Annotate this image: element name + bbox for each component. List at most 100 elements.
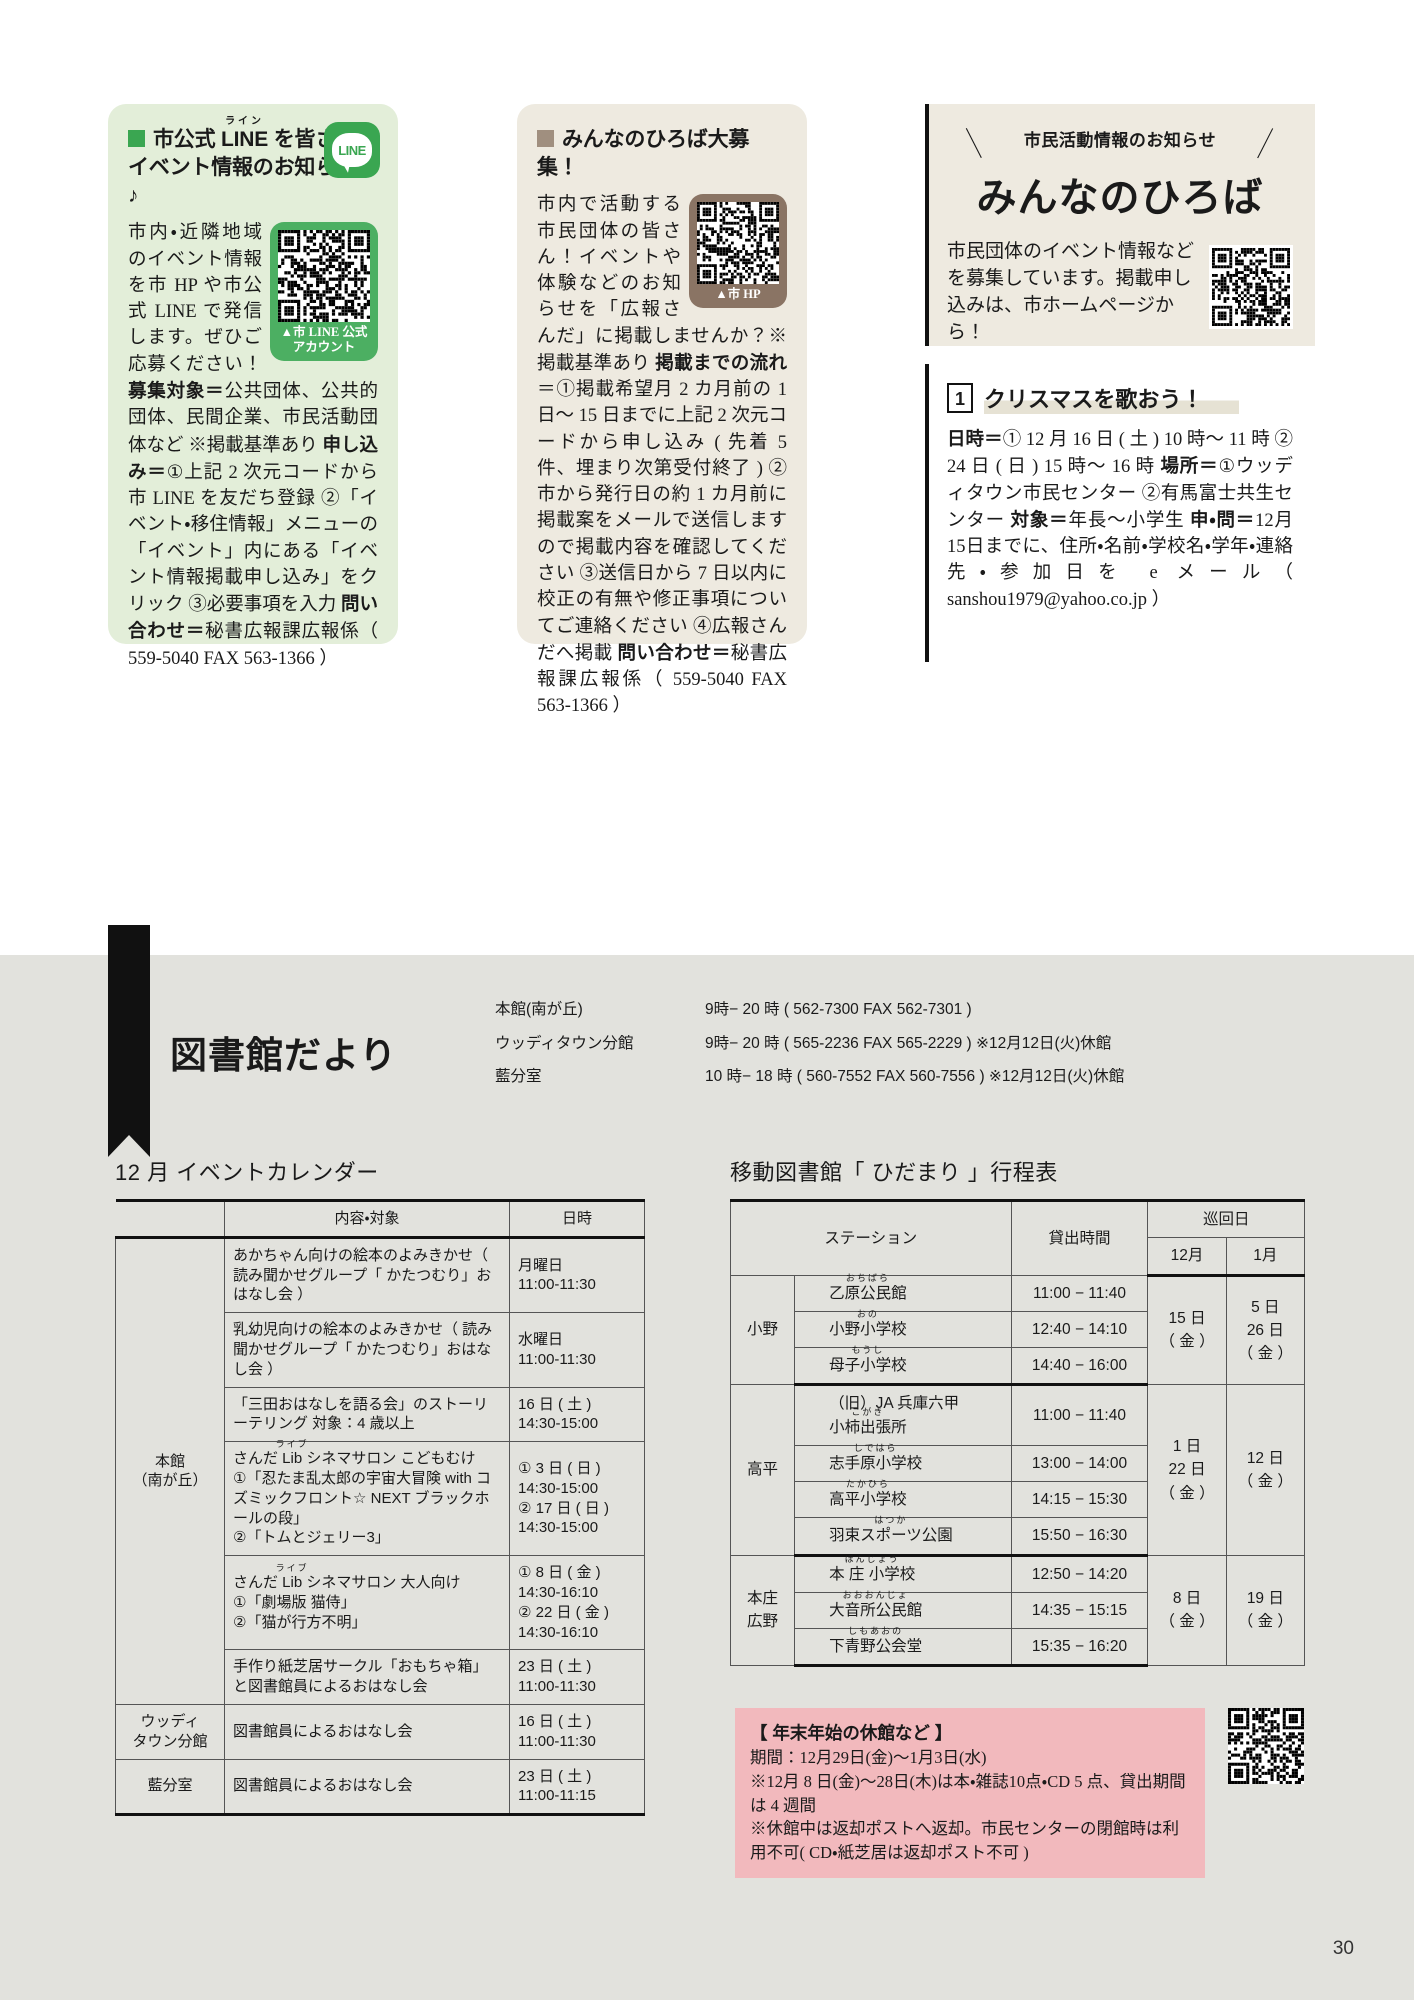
mobile-time-cell: 12:40 − 14:10 <box>1010 1310 1149 1349</box>
table-row: さんだ ライブ Lib シネマサロン こどもむけ ①「忍たま乱太郎の宇宙大冒険 wi… <box>116 1439 645 1557</box>
table-row: 小野 おちばら 乙原公民館 11:00 − 11:40 15 日（ 金 ） 5 日 26 日… <box>729 1273 1306 1386</box>
library-qr-code-icon[interactable] <box>1228 1708 1304 1784</box>
table-row: しもあおの 下青野公会堂 15:35 − 16:20 <box>731 1626 1305 1668</box>
mobile-header-jan: 1月 <box>1225 1237 1306 1277</box>
line-ruby: ライン <box>225 116 265 127</box>
line-heading-pre: 市公式 <box>153 128 222 151</box>
mobile-dec-date-cell: 1 日 22 日（ 金 ） <box>1147 1384 1227 1556</box>
christmas-apply: 12月15日までに、住所・名前・学校名・学年・連絡先・参加日を e メール（ s… <box>947 510 1293 610</box>
christmas-title-row: 1 クリスマスを歌おう！ <box>947 382 1293 414</box>
table-row: 藍分室 図書館員によるおはなし会 23 日 ( 土 ) 11:00-11:15 <box>115 1758 645 1817</box>
mobile-time-cell: 15:50 − 16:30 <box>1010 1517 1149 1557</box>
mobile-station-cell: しではら 志手原小学校 <box>794 1443 1012 1483</box>
line-label-target: 募集対象＝ <box>128 379 225 401</box>
banner-qr-code-icon[interactable] <box>1212 248 1290 326</box>
calendar-when-cell: 23 日 ( 土 ) 11:00-11:15 <box>509 1758 645 1817</box>
mobile-area-cell: 小野 <box>729 1274 796 1386</box>
mobile-title: 移動図書館「 ひだまり 」行程表 <box>730 1160 1058 1185</box>
mobile-jan-date-cell: 19 日（ 金 ） <box>1225 1554 1306 1667</box>
event-calendar-table: 内容・対象 日時 本館 （南が丘） あかちゃん向けの絵本のよみきかせ（ 読み聞かせグル… <box>115 1199 645 1817</box>
banner-title: みんなのひろば <box>976 176 1264 220</box>
table-row: 本館 （南が丘） あかちゃん向けの絵本のよみきかせ（ 読み聞かせグループ「 かたつむ… <box>115 1235 645 1705</box>
kicker-slash-left-icon: ＼ <box>956 125 992 163</box>
line-qr-code-icon[interactable] <box>278 230 370 323</box>
library-contacts: 本館(南が丘) 9時− 20 時 ( 562-7300 FAX 562-7301 … <box>495 993 1124 1094</box>
green-square-bullet-icon <box>128 130 145 147</box>
christmas-label-when: 日時＝ <box>947 428 1003 449</box>
line-body-intro: 市内・近隣地域のイベント情報を市 HP や市公式 LINE で発信します。ぜひご… <box>128 223 262 375</box>
library-news-section: 図書館だより 本館(南が丘) 9時− 20 時 ( 562-7300 FAX 56… <box>0 925 1414 2000</box>
calendar-when-cell: ① 3 日 ( 日 ) 14:30-15:00 ② 17 日 ( 日 ) 14:30-… <box>509 1441 645 1557</box>
table-row: おおおんじょ 大音所公民館 14:35 − 15:15 <box>731 1590 1305 1630</box>
calendar-when-cell: 23 日 ( 土 ) 11:00-11:30 <box>509 1649 645 1705</box>
calendar-place-cell: 藍分室 <box>115 1758 225 1817</box>
mobile-time-cell: 14:40 − 16:00 <box>1010 1346 1149 1387</box>
mobile-station-cell: （旧）JA 兵庫六甲 こがき 小柿出張所 <box>794 1384 1012 1446</box>
kicker-slash-right-icon: ／ <box>1248 125 1284 163</box>
calendar-when-cell: 16 日 ( 土 ) 11:00-11:30 <box>509 1703 645 1760</box>
mobile-time-cell: 14:35 − 15:15 <box>1010 1591 1149 1630</box>
mobile-station-cell: しもあおの 下青野公会堂 <box>794 1626 1012 1668</box>
mobile-station-cell: もうし 母子小学校 <box>794 1345 1012 1387</box>
library-contact-row: 本館(南が丘) 9時− 20 時 ( 562-7300 FAX 562-7301 … <box>495 993 1124 1027</box>
mobile-jan-date-cell: 12 日（ 金 ） <box>1225 1384 1306 1556</box>
mobile-library-table: ステーション 貸出時間 巡回日 12月 1月 小野 おちばら 乙原公民館 11:00 … <box>729 1198 1306 1668</box>
line-body-apply: ①上記 2 次元コードから市 LINE を友だち登録 ②「イベント・移住情報」メ… <box>128 462 378 616</box>
hiroba-body-contact: 秘書広報課広報係（ 559-5040 FAX 563-1366 ） <box>537 643 787 717</box>
holiday-closure-note: 【 年末年始の休館など 】 期間：12月29日(金)〜1月3日(水) ※12月 … <box>735 1708 1205 1878</box>
table-row: おの 小野小学校 12:40 − 14:10 <box>731 1309 1305 1349</box>
banner-kicker: ＼ 市民活動情報のお知らせ ／ <box>947 126 1293 163</box>
city-hp-qr-code-icon[interactable] <box>697 202 779 285</box>
hiroba-card-body: ▲市 HP 市内で活動する市民団体の皆さん！イベントや体験などのお知らせを「広報… <box>537 192 787 719</box>
mobile-jan-date-cell: 5 日 26 日（ 金 ） <box>1225 1274 1306 1386</box>
hiroba-heading-text: みんなのひろば大募集！ <box>537 128 750 180</box>
contact-hours-phone: 9時− 20 時 ( 565-2236 FAX 565-2229 ) ※12月1… <box>705 1034 1112 1052</box>
christmas-label-target: 対象＝ <box>1010 508 1069 530</box>
mobile-header-station: ステーション <box>730 1199 1012 1276</box>
mobile-library-block: 移動図書館「 ひだまり 」行程表 ステーション 貸出時間 巡回日 12月 1月 … <box>729 1155 1306 1668</box>
calendar-when-cell: 16 日 ( 土 ) 14:30-15:00 <box>509 1386 645 1443</box>
calendar-content-cell: 図書館員によるおはなし会 <box>224 1703 510 1760</box>
brown-square-bullet-icon <box>537 130 554 147</box>
mobile-area-cell: 本庄 広野 <box>729 1554 796 1667</box>
calendar-content-cell: 図書館員によるおはなし会 <box>224 1758 510 1817</box>
calendar-place-cell: 本館 （南が丘） <box>115 1235 225 1705</box>
contact-name: ウッディタウン分館 <box>495 1034 634 1052</box>
table-row: 乳幼児向けの絵本のよみきかせ（ 読み聞かせグループ「 かたつむり」おはなし会 ）… <box>116 1312 645 1388</box>
banner-left-rule <box>925 104 929 346</box>
hiroba-recruit-card: みんなのひろば大募集！ ▲市 HP 市内で活動する市民団体の皆さん！イベントや体… <box>517 104 807 716</box>
christmas-event-block: 1 クリスマスを歌おう！ 日時＝① 12 月 16 日 ( 土 ) 10 時〜 1… <box>925 364 1315 662</box>
calendar-content-cell: さんだ ライブ Lib シネマサロン こどもむけ ①「忍たま乱太郎の宇宙大冒険 wi… <box>224 1439 510 1557</box>
line-qr-chip: ▲市 LINE 公式 アカウント <box>270 222 378 362</box>
pink-note-heading: 【 年末年始の休館など 】 <box>750 1723 953 1743</box>
mobile-time-cell: 15:35 − 16:20 <box>1010 1627 1149 1668</box>
mobile-time-cell: 12:50 − 14:20 <box>1010 1554 1149 1593</box>
mobile-station-cell: おちばら 乙原公民館 <box>794 1273 1012 1312</box>
library-flag-marker-icon <box>108 925 150 1157</box>
mobile-area-cell: 高平 <box>729 1384 796 1556</box>
mobile-time-cell: 11:00 − 11:40 <box>1010 1384 1149 1446</box>
library-contact-row: ウッディタウン分館 9時− 20 時 ( 565-2236 FAX 565-222… <box>495 1027 1124 1061</box>
line-label-apply: 申し込み＝ <box>128 433 378 482</box>
event-calendar-block: 12 月 イベントカレンダー 内容・対象 日時 本館 （南が丘） あかちゃん向けの絵本… <box>115 1155 645 1817</box>
event-number-badge: 1 <box>947 383 973 413</box>
table-row: 本庄 広野 ほんじょう本 庄 小学校 12:50 − 14:20 8 日（ 金 ） 19 … <box>729 1554 1306 1667</box>
banner-body: 市民団体のイベント情報などを募集しています。掲載申し込みは、市ホームページから！ <box>947 239 1293 347</box>
table-row: たかひら 高平小学校 14:15 − 15:30 <box>731 1479 1305 1519</box>
banner-body-text: 市民団体のイベント情報などを募集しています。掲載申し込みは、市ホームページから！ <box>947 241 1195 343</box>
calendar-when-cell: 月曜日 11:00-11:30 <box>509 1235 645 1314</box>
page-number: 30 <box>1332 1938 1354 1959</box>
christmas-title: クリスマスを歌おう！ <box>984 382 1240 414</box>
mobile-header-round: 巡回日 <box>1147 1198 1305 1239</box>
table-row: はつか 羽束スポーツ公園 15:50 − 16:30 <box>731 1515 1305 1557</box>
table-row: ウッディ タウン分館 図書館員によるおはなし会 16 日 ( 土 ) 11:00-11:… <box>115 1703 645 1760</box>
mobile-station-cell: たかひら 高平小学校 <box>794 1479 1012 1519</box>
library-section-title: 図書館だより <box>170 1035 398 1076</box>
contact-hours-phone: 9時− 20 時 ( 562-7300 FAX 562-7301 ) <box>705 1001 972 1018</box>
hiroba-qr-caption: ▲市 HP <box>715 287 761 302</box>
hiroba-qr-chip: ▲市 HP <box>689 194 787 309</box>
mobile-time-cell: 13:00 − 14:00 <box>1010 1444 1149 1483</box>
line-qr-caption-2: アカウント <box>292 340 356 355</box>
mobile-dec-date-cell: 15 日（ 金 ） <box>1147 1274 1227 1386</box>
mobile-station-cell: はつか 羽束スポーツ公園 <box>794 1515 1012 1557</box>
